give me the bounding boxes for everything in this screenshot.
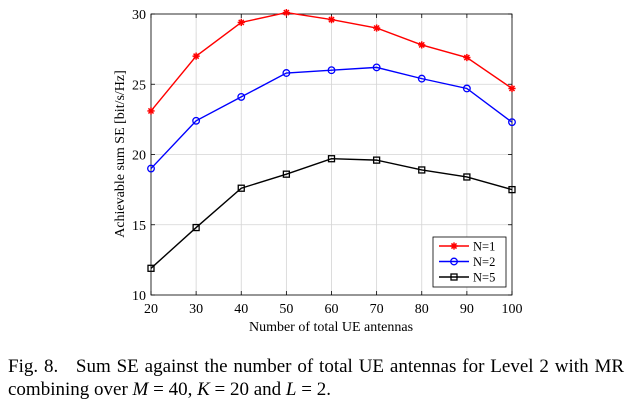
caption-eq-k: = 20 and — [209, 379, 286, 400]
data-point — [192, 52, 200, 60]
caption-text: Sum SE against the number of total UE an… — [8, 356, 625, 400]
data-point — [282, 170, 291, 178]
data-point — [417, 74, 426, 83]
data-point — [463, 173, 471, 181]
data-point — [327, 16, 336, 24]
x-tick-label: 40 — [234, 302, 248, 317]
x-tick-labels: 20 30 40 50 60 70 80 90 100 — [144, 302, 523, 317]
data-point — [147, 107, 155, 115]
y-tick-label: 20 — [132, 149, 146, 164]
caption-label: Fig. 8. — [8, 356, 59, 377]
legend-entry: N=1 — [439, 240, 495, 254]
data-point — [508, 185, 516, 194]
x-tick-label: 50 — [279, 302, 293, 317]
legend-swatch-marker — [450, 273, 458, 281]
x-tick-label: 30 — [189, 302, 203, 317]
x-axis-label: Number of total UE antennas — [249, 320, 413, 335]
data-point — [372, 63, 381, 72]
legend-entry: N=5 — [439, 271, 495, 285]
y-tick-label: 10 — [132, 289, 146, 304]
data-point — [237, 184, 245, 192]
caption-eq-l: = 2. — [296, 379, 331, 400]
y-tick-label: 30 — [132, 8, 146, 23]
data-point — [463, 53, 471, 62]
sum-se-chart: 20 30 40 50 60 70 80 90 100 10 15 20 25 30 Number of… — [113, 8, 523, 335]
caption-var-m: M — [132, 379, 149, 400]
data-point — [237, 92, 246, 101]
data-point — [508, 118, 516, 127]
data-point — [282, 8, 290, 17]
axis-ticks — [150, 13, 513, 296]
data-point — [327, 155, 336, 163]
series — [147, 8, 516, 272]
data-point — [418, 41, 426, 49]
data-point — [147, 264, 155, 272]
figure-caption: Fig. 8. Sum SE against the number of tot… — [8, 355, 624, 401]
data-point — [147, 164, 155, 173]
legend-swatch-marker — [450, 257, 458, 266]
series-n5 — [147, 155, 516, 272]
series-line — [150, 66, 513, 170]
legend-label: N=1 — [473, 240, 495, 254]
y-axis-label: Achievable sum SE [bit/s/Hz] — [113, 70, 128, 238]
legend-entry: N=2 — [439, 255, 495, 269]
x-tick-label: 90 — [460, 302, 474, 317]
data-point — [418, 166, 426, 174]
legend-label: N=5 — [473, 271, 495, 285]
data-point — [462, 84, 471, 93]
y-tick-labels: 10 15 20 25 30 — [132, 8, 146, 304]
caption-eq-m: = 40, — [148, 379, 198, 400]
data-point — [192, 116, 201, 125]
series-line — [150, 158, 513, 269]
legend: N=1N=2 N=5 — [432, 236, 507, 288]
data-point — [372, 156, 381, 164]
series-n2 — [147, 63, 516, 173]
data-point — [237, 18, 245, 27]
data-point — [373, 24, 381, 32]
caption-var-l: L — [285, 379, 297, 400]
legend-label: N=2 — [473, 255, 495, 269]
x-tick-label: 20 — [144, 302, 158, 317]
x-tick-label: 100 — [502, 302, 523, 317]
data-point — [508, 84, 516, 93]
legend-swatch-marker — [450, 242, 458, 250]
data-point — [282, 69, 291, 77]
y-tick-label: 15 — [132, 219, 146, 234]
x-tick-label: 80 — [415, 302, 429, 317]
y-tick-label: 25 — [132, 78, 146, 93]
data-point — [192, 223, 200, 232]
x-tick-label: 60 — [325, 302, 339, 317]
caption-var-k: K — [197, 379, 210, 400]
data-point — [327, 66, 336, 75]
x-tick-label: 70 — [370, 302, 384, 317]
series-n1 — [147, 8, 516, 115]
